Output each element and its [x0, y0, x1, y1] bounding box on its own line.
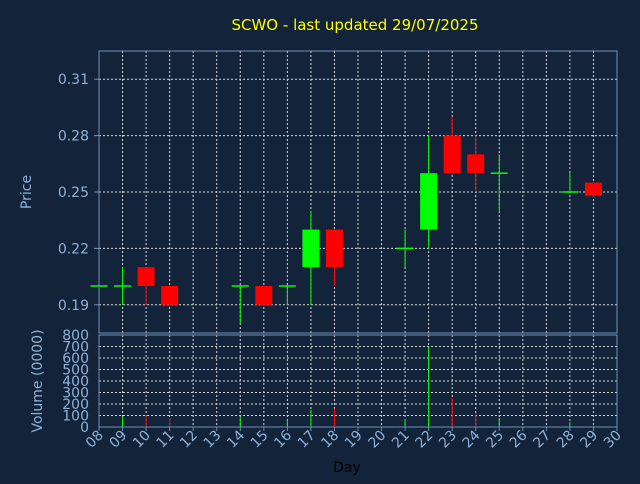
chart-title: SCWO - last updated 29/07/2025 [231, 16, 478, 34]
candle [255, 286, 273, 305]
candle [420, 135, 438, 249]
price-plot-frame [98, 50, 618, 334]
candle-body [114, 285, 132, 287]
candle [584, 182, 602, 198]
x-tick-label: 15 [248, 428, 272, 452]
price-axis-label: Price [19, 175, 35, 209]
candle [490, 154, 508, 211]
volume-tick-label: 700 [62, 340, 89, 356]
x-tick-labels: 08 09 10 11 12 13 14 15 16 17 18 19 20 21 22 23 24 25 26 27… [83, 427, 625, 451]
candle [396, 229, 414, 268]
x-tick-label: 23 [436, 428, 460, 452]
candle [114, 267, 132, 305]
x-tick-label: 12 [177, 428, 201, 452]
candle-body [302, 229, 320, 268]
x-tick-label: 09 [106, 428, 130, 452]
x-tick-label: 10 [130, 428, 154, 452]
candles [90, 116, 602, 324]
candle [231, 285, 249, 324]
volume-bars [98, 346, 594, 427]
candle-body [490, 172, 508, 174]
candle-body [443, 135, 461, 174]
volume-tick-label: 400 [62, 374, 89, 390]
x-tick-label: 29 [577, 428, 601, 452]
candle-body [584, 182, 602, 196]
x-tick-label: 20 [365, 428, 389, 452]
x-tick-label: 19 [342, 428, 366, 452]
volume-tick-label: 0 [80, 420, 89, 436]
candle-body [137, 267, 155, 286]
candle-body [161, 286, 179, 305]
candle [561, 173, 579, 193]
x-tick-label: 24 [460, 427, 484, 451]
volume-tick-label: 600 [62, 351, 89, 367]
price-tick-labels: 0.31 0.28 0.25 0.22 0.19 [58, 72, 99, 314]
volume-tick-label: 800 [62, 328, 89, 344]
candle [137, 267, 155, 305]
candle [161, 286, 179, 305]
candle [325, 229, 343, 286]
price-tick-label: 0.31 [58, 72, 89, 88]
volume-tick-label: 300 [62, 386, 89, 402]
x-tick-label: 16 [271, 427, 295, 451]
candle-body [396, 247, 414, 250]
candle-body [325, 229, 343, 268]
candle-body [278, 285, 296, 287]
x-tick-label: 11 [154, 428, 178, 452]
price-tick-label: 0.28 [58, 129, 89, 145]
volume-tick-label: 100 [62, 409, 89, 425]
x-tick-label: 18 [318, 428, 342, 452]
x-tick-label: 21 [389, 428, 413, 452]
x-axis-label: Day [333, 460, 361, 476]
x-tick-label: 30 [601, 428, 625, 452]
candle [278, 285, 296, 305]
candle [443, 116, 461, 174]
price-tick-label: 0.25 [58, 185, 89, 201]
x-tick-label: 28 [554, 428, 578, 452]
x-tick-label: 14 [224, 427, 248, 451]
candle [467, 135, 485, 192]
volume-tick-label: 200 [62, 397, 89, 413]
volume-tick-label: 500 [62, 363, 89, 379]
candle-body [561, 191, 579, 193]
x-tick-label: 26 [507, 427, 531, 451]
x-tick-label: 22 [413, 428, 437, 452]
volume-plot-frame [98, 334, 618, 428]
volume-grid [99, 335, 617, 427]
volume-axis-label: Volume (0000) [30, 329, 46, 432]
candle [302, 210, 320, 305]
x-tick-label: 13 [201, 428, 225, 452]
x-tick-label: 17 [295, 428, 319, 452]
candle-body [420, 173, 438, 230]
candle-body [467, 154, 485, 174]
x-tick-label: 27 [530, 428, 554, 452]
x-tick-label: 25 [483, 428, 507, 452]
candle-body [255, 286, 273, 305]
price-tick-label: 0.19 [58, 298, 89, 314]
candle-body [231, 285, 249, 287]
price-tick-label: 0.22 [58, 241, 89, 257]
